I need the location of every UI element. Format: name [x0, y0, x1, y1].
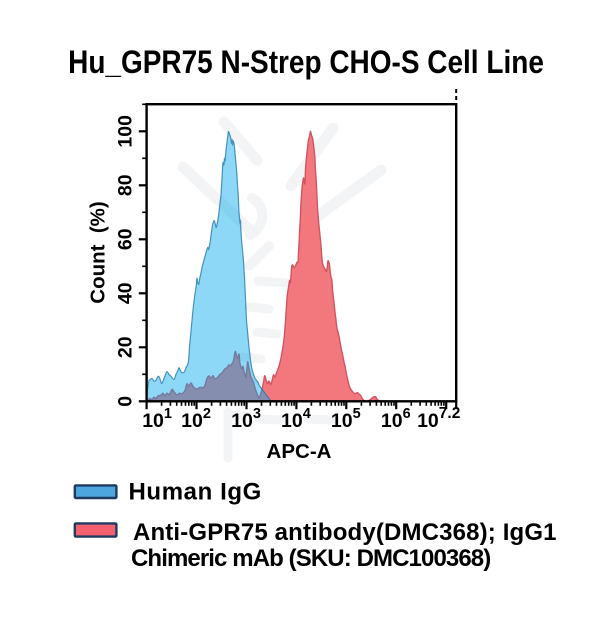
svg-text:Count (%): Count (%)	[87, 201, 110, 303]
svg-text:80: 80	[115, 174, 137, 196]
svg-text:106: 106	[381, 406, 411, 432]
svg-text:101: 101	[142, 406, 172, 432]
svg-text:APC-A: APC-A	[267, 440, 332, 463]
svg-text:100: 100	[115, 115, 137, 148]
svg-text:Human IgG: Human IgG	[129, 479, 262, 506]
svg-text:60: 60	[115, 228, 137, 250]
svg-text:20: 20	[115, 336, 137, 358]
svg-text:Hu_GPR75 N-Strep CHO-S Cell Li: Hu_GPR75 N-Strep CHO-S Cell Line	[68, 45, 544, 80]
svg-text:0: 0	[115, 396, 137, 407]
svg-text:Chimeric mAb (SKU: DMC100368): Chimeric mAb (SKU: DMC100368)	[131, 545, 490, 572]
svg-text:40: 40	[115, 282, 137, 304]
svg-text:Anti-GPR75 antibody(DMC368); I: Anti-GPR75 antibody(DMC368); IgG1	[133, 519, 557, 546]
